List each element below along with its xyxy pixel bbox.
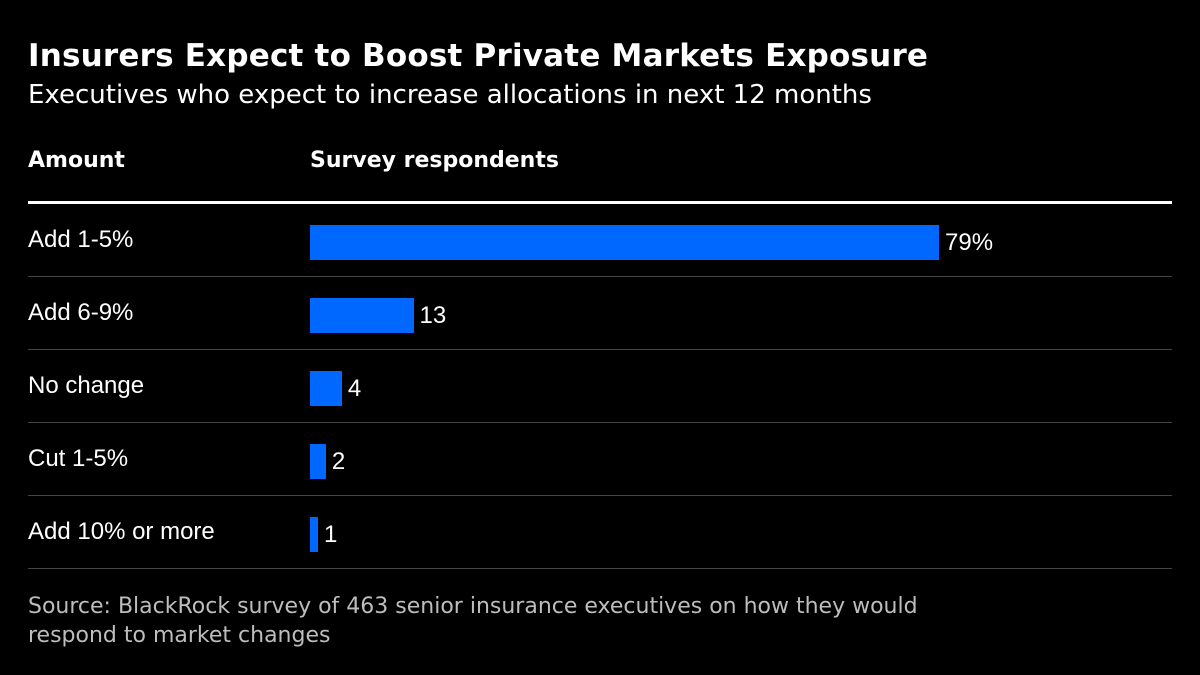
value-label: 2 [331,448,346,475]
bar [310,517,318,552]
header-divider [28,201,1172,204]
category-label: Add 10% or more [28,518,215,545]
bar [310,444,326,479]
category-label: Cut 1-5% [28,445,129,472]
category-label: Add 6-9% [28,299,134,326]
row-divider [28,568,1172,569]
value-label: 13 [419,302,447,329]
chart-subtitle: Executives who expect to increase alloca… [28,80,872,110]
column-header-respondents: Survey respondents [310,148,559,173]
source-note: Source: BlackRock survey of 463 senior i… [28,594,918,648]
chart-row: Cut 1-5% 2 [0,423,1200,496]
row-divider [28,495,1172,496]
column-header-amount: Amount [28,148,125,173]
chart-row: Add 1-5% 79% [0,204,1200,277]
value-label: 4 [347,375,362,402]
row-divider [28,422,1172,423]
bar [310,225,939,260]
value-label: 1 [323,521,338,548]
chart-row: Add 6-9% 13 [0,277,1200,350]
row-divider [28,276,1172,277]
chart-title: Insurers Expect to Boost Private Markets… [28,38,929,74]
bar [310,371,342,406]
chart-row: No change 4 [0,350,1200,423]
row-divider [28,349,1172,350]
chart-row: Add 10% or more 1 [0,496,1200,569]
category-label: No change [28,372,145,399]
category-label: Add 1-5% [28,226,134,253]
value-label: 79% [945,229,994,256]
bar [310,298,414,333]
